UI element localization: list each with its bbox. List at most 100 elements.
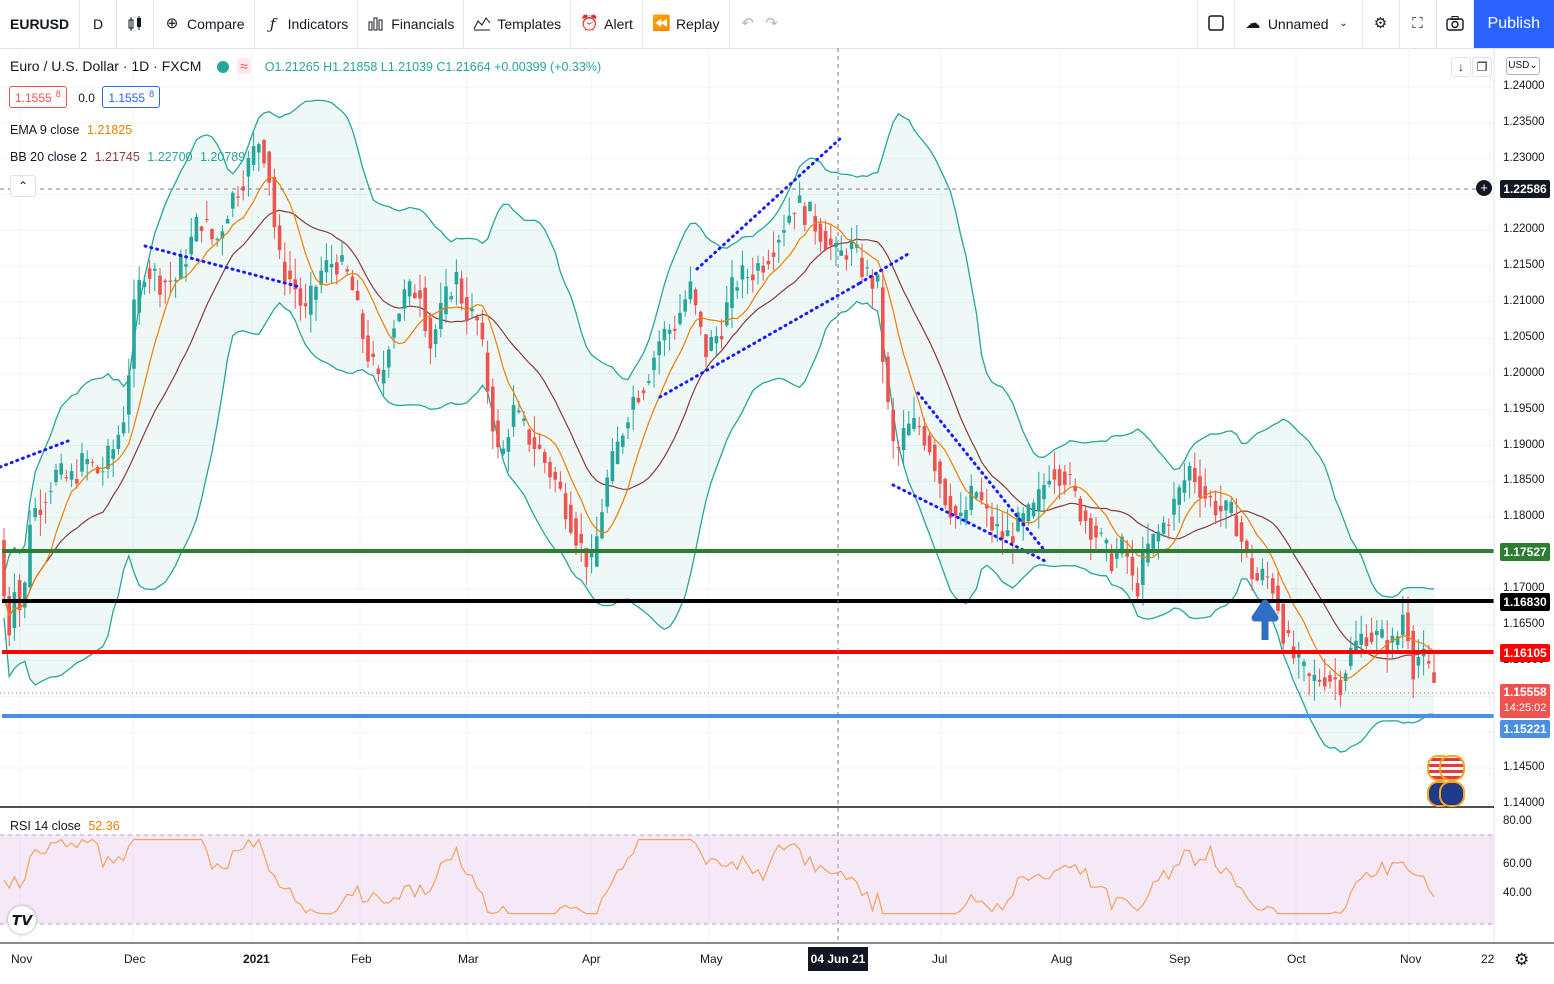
alert-button[interactable]: ⏰ Alert [571, 0, 643, 48]
candle-body [860, 257, 864, 277]
candle-body [1068, 474, 1072, 476]
candle-body [1265, 576, 1270, 578]
horizontal-lines [2, 549, 1494, 718]
bb-legend[interactable]: BB 20 close 2 1.21745 1.22700 1.20789 [10, 150, 249, 164]
templates-label: Templates [497, 16, 562, 32]
alarm-clock-icon: ⏰ [580, 15, 599, 32]
bollinger-upper-band [3, 99, 1435, 598]
candle-body [179, 255, 183, 280]
candle-body [1120, 536, 1124, 554]
candle-body [901, 427, 906, 451]
templates-button[interactable]: Templates [464, 0, 572, 48]
candle-body [90, 461, 95, 463]
dotted-trend-line [0, 439, 70, 469]
time-tick-label: Sep [1169, 952, 1191, 966]
tradingview-logo[interactable]: 𝙏𝙑 [8, 906, 36, 934]
bb-lower-value: 1.20789 [199, 150, 246, 164]
candle-body [366, 335, 370, 362]
candle-body [418, 290, 422, 299]
chart-type-button[interactable] [117, 0, 154, 48]
undo-button[interactable]: ↶ ↷ [730, 0, 790, 48]
candle-body [1317, 680, 1322, 682]
fullscreen-button[interactable]: ⛶ [1400, 0, 1437, 48]
candle-body [1390, 635, 1395, 643]
candle-body [1156, 531, 1161, 542]
price-tick-label: 1.16500 [1503, 617, 1545, 630]
chevron-down-icon: ⌄ [1339, 18, 1348, 29]
candle-body [771, 252, 776, 257]
settings-button[interactable]: ⚙ [1363, 0, 1400, 48]
candle-body [95, 466, 100, 474]
candle-body [106, 445, 110, 469]
price-tick-label: 1.14500 [1503, 761, 1545, 774]
interval-button[interactable]: D [80, 0, 117, 48]
candle-body [272, 177, 277, 228]
candle-body [231, 192, 235, 209]
candle-body [64, 477, 69, 479]
layout-menu[interactable]: ☁ Unnamed ⌄ [1235, 0, 1363, 48]
eu-flag-icon-2[interactable] [1439, 781, 1465, 807]
candle-body [335, 262, 339, 275]
candle-body [1187, 466, 1192, 481]
download-icon[interactable]: ↓ [1451, 57, 1471, 77]
redo-icon[interactable]: ↷ [765, 15, 778, 32]
rsi-band [0, 835, 1494, 924]
candle-body [1141, 550, 1145, 585]
candle-body [147, 268, 152, 279]
sell-button[interactable]: 1.1555 8 [9, 86, 67, 108]
publish-button[interactable]: Publish [1473, 0, 1554, 48]
replay-button[interactable]: ⏪ Replay [643, 0, 730, 48]
candle-body [1411, 630, 1415, 680]
collapse-legend-button[interactable]: ⌃ [10, 175, 36, 197]
bollinger-band-fill [4, 100, 1434, 753]
candle-body [298, 288, 303, 306]
compare-button[interactable]: ⊕ Compare [154, 0, 255, 48]
candle-body [480, 322, 485, 340]
candle-body [1052, 469, 1057, 480]
candle-body [38, 509, 43, 515]
wave-icon: ≈ [237, 58, 251, 74]
ema-legend[interactable]: EMA 9 close 1.21825 [10, 123, 136, 137]
candle-body [1089, 518, 1093, 540]
candle-body [1193, 467, 1197, 483]
candle-body [844, 255, 849, 260]
candle-body [1229, 501, 1233, 513]
candle-body [647, 381, 651, 383]
financials-button[interactable]: Financials [358, 0, 465, 48]
candle-body [137, 279, 141, 313]
candle-body [641, 390, 646, 394]
add-alert-crosshair-button[interactable]: + [1476, 180, 1492, 196]
price-tick-label: 1.19500 [1503, 402, 1545, 415]
candle-body [475, 316, 479, 321]
candle-body [636, 397, 641, 403]
buy-button[interactable]: 1.1555 8 [102, 86, 161, 108]
candle-body [907, 423, 911, 436]
currency-selector[interactable]: USD⌄ [1506, 57, 1540, 75]
candle-body [933, 444, 937, 472]
candle-body [381, 369, 386, 384]
candle-body [251, 146, 256, 165]
candle-body [1042, 485, 1046, 500]
time-axis-settings-button[interactable]: ⚙ [1514, 950, 1529, 970]
candle-body [1297, 652, 1301, 658]
indicators-button[interactable]: ƒ Indicators [255, 0, 359, 48]
candle-body [730, 277, 734, 309]
candle-body [189, 236, 193, 255]
events-flags[interactable] [1427, 755, 1469, 807]
maximize-pane-icon[interactable]: ❐ [1472, 57, 1492, 77]
rsi-legend[interactable]: RSI 14 close 52.36 [10, 819, 124, 833]
ohlc-values: O1.21265 H1.21858 L1.21039 C1.21664 +0.0… [264, 60, 602, 74]
camera-icon [1445, 15, 1464, 33]
time-tick-label: Feb [351, 952, 372, 966]
symbol-search[interactable]: EURUSD [0, 0, 80, 48]
fullscreen-square-button[interactable] [1196, 0, 1235, 48]
us-flag-icon-2[interactable] [1439, 755, 1465, 781]
price-tick-label: 1.20000 [1503, 366, 1545, 379]
time-tick-label: Aug [1051, 952, 1073, 966]
right-toolbar: ☁ Unnamed ⌄ ⚙ ⛶ Publish [1196, 0, 1554, 48]
candle-body [329, 263, 334, 268]
time-tick-label: Jul [932, 952, 948, 966]
ema-value: 1.21825 [86, 123, 133, 137]
main-chart[interactable] [0, 48, 1554, 984]
snapshot-button[interactable] [1437, 0, 1474, 48]
